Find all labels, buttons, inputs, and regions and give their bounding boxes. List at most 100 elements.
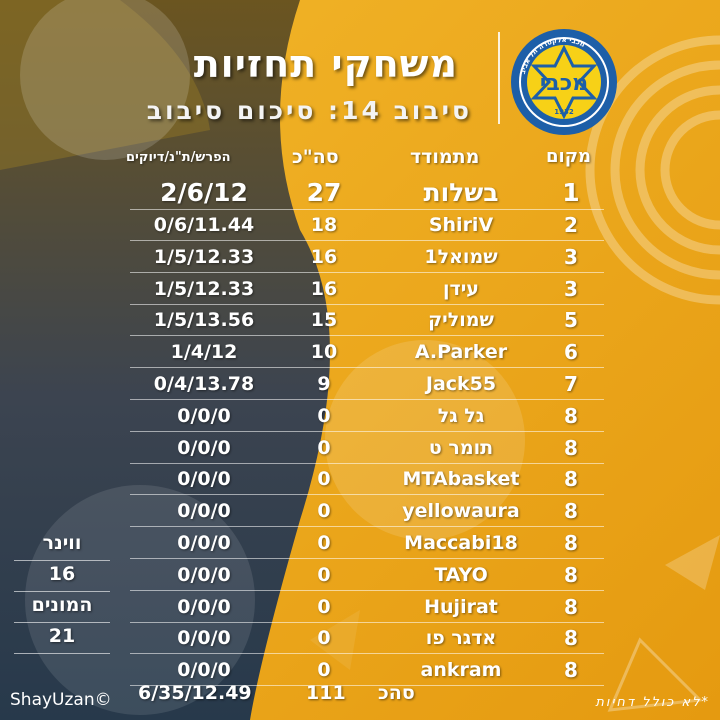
rank-cell: 8 bbox=[564, 626, 578, 651]
name-cell: עידן bbox=[443, 277, 479, 300]
page-subtitle: סיבוב 14: סיכום סיבוב bbox=[146, 96, 472, 125]
table-row: 8 Hujirat 0 0/0/0 bbox=[130, 591, 604, 623]
total-cell: 0 bbox=[317, 627, 331, 650]
title-divider bbox=[498, 32, 500, 124]
rank-cell: 8 bbox=[564, 467, 578, 492]
name-cell: yellowaura bbox=[402, 500, 520, 523]
credit: ShayUzan© bbox=[10, 690, 112, 710]
diff-cell: 0/6/11.44 bbox=[153, 214, 255, 236]
name-cell: MTAbasket bbox=[402, 468, 520, 491]
name-cell: גל גל bbox=[437, 404, 485, 427]
rank-cell: 3 bbox=[564, 244, 578, 269]
logo-letters: מכבי bbox=[540, 71, 588, 96]
table-row: 3 עידן 16 1/5/12.33 bbox=[130, 273, 604, 305]
diff-cell: 1/5/12.33 bbox=[153, 277, 255, 300]
rank-cell: 8 bbox=[564, 562, 578, 587]
table-row: 8 גל גל 0 0/0/0 bbox=[130, 400, 604, 432]
rank-cell: 1 bbox=[562, 178, 580, 207]
total-cell: 18 bbox=[310, 214, 338, 236]
table-row: 8 תומר ט 0 0/0/0 bbox=[130, 432, 604, 464]
side-divider bbox=[14, 591, 110, 592]
rank-cell: 8 bbox=[564, 531, 578, 555]
diff-cell: 1/5/13.56 bbox=[153, 309, 255, 332]
total-cell: 0 bbox=[317, 436, 331, 459]
table-row: 7 Jack55 9 0/4/13.78 bbox=[130, 368, 604, 400]
name-cell: ShiriV bbox=[428, 214, 494, 236]
total-cell: 27 bbox=[306, 178, 342, 207]
diff-cell: 2/6/12 bbox=[160, 178, 248, 207]
diff-cell: 0/4/13.78 bbox=[153, 373, 255, 395]
diff-cell: 0/0/0 bbox=[177, 595, 231, 618]
total-cell: 16 bbox=[310, 277, 338, 300]
rank-cell: 2 bbox=[564, 213, 578, 237]
diff-cell: 0/0/0 bbox=[177, 532, 231, 554]
total-cell: 0 bbox=[317, 468, 331, 491]
logo-year: 1932 bbox=[554, 108, 574, 116]
totals-label: סהכ bbox=[378, 682, 415, 704]
table-row: 2 ShiriV 18 0/6/11.44 bbox=[130, 209, 604, 241]
header-name: מתמודד bbox=[410, 146, 480, 168]
diff-cell: 0/0/0 bbox=[177, 404, 231, 427]
diff-cell: 0/0/0 bbox=[177, 500, 231, 523]
table-row: 5 שמוליק 15 1/5/13.56 bbox=[130, 304, 604, 337]
maccabi-logo: מכבי אלקטרה תל אביב מכבי 1932 bbox=[511, 29, 617, 135]
total-cell: 0 bbox=[317, 404, 331, 427]
table-row: 8 אדגר פו 0 0/0/0 bbox=[130, 622, 604, 655]
side-divider bbox=[14, 622, 110, 623]
rank-cell: 5 bbox=[564, 308, 578, 333]
rank-cell: 8 bbox=[564, 435, 578, 460]
name-cell: ankram bbox=[420, 659, 502, 682]
side-divider bbox=[14, 653, 110, 654]
winner-label: ווינר bbox=[42, 532, 82, 554]
rank-cell: 8 bbox=[564, 499, 578, 524]
page-title: משחקי תחזיות bbox=[193, 42, 458, 86]
count-value: 21 bbox=[48, 625, 76, 647]
rank-cell: 6 bbox=[564, 340, 578, 365]
rank-cell: 7 bbox=[564, 372, 578, 396]
total-cell: 10 bbox=[310, 341, 338, 364]
diff-cell: 0/0/0 bbox=[177, 468, 231, 491]
side-divider bbox=[14, 560, 110, 561]
diff-cell: 0/0/0 bbox=[177, 563, 231, 586]
header-total: סה"כ bbox=[292, 146, 339, 168]
table-row: 6 A.Parker 10 1/4/12 bbox=[130, 336, 604, 369]
name-cell: שמואל1 bbox=[424, 245, 498, 268]
name-cell: אדגר פו bbox=[425, 627, 497, 650]
table-row: 8 ankram 0 0/0/0 bbox=[130, 654, 604, 687]
name-cell: Maccabi18 bbox=[404, 532, 518, 554]
header-rank: מקום bbox=[546, 146, 591, 167]
diff-cell: 0/0/0 bbox=[177, 436, 231, 459]
name-cell: Jack55 bbox=[425, 373, 497, 395]
table-row: 1 בשלות 27 2/6/12 bbox=[130, 176, 604, 210]
diff-cell: 1/5/12.33 bbox=[153, 245, 255, 268]
total-cell: 9 bbox=[317, 373, 331, 395]
total-cell: 0 bbox=[317, 532, 331, 554]
total-cell: 0 bbox=[317, 500, 331, 523]
table-row: 8 yellowaura 0 0/0/0 bbox=[130, 495, 604, 528]
name-cell: TAYO bbox=[434, 563, 488, 586]
table-row: 8 MTAbasket 0 0/0/0 bbox=[130, 463, 604, 496]
name-cell: Hujirat bbox=[424, 595, 498, 618]
rank-cell: 3 bbox=[564, 276, 578, 301]
total-cell: 0 bbox=[317, 595, 331, 618]
total-cell: 0 bbox=[317, 563, 331, 586]
diff-cell: 1/4/12 bbox=[170, 341, 238, 364]
name-cell: שמוליק bbox=[428, 309, 494, 332]
totals-total: 111 bbox=[306, 682, 346, 704]
count-label: המונים bbox=[31, 594, 93, 616]
totals-diff: 6/35/12.49 bbox=[138, 682, 252, 704]
total-cell: 0 bbox=[317, 659, 331, 682]
total-cell: 16 bbox=[310, 245, 338, 268]
name-cell: בשלות bbox=[423, 178, 499, 207]
footnote: *לא כולל דחיות bbox=[595, 695, 710, 710]
table-row: 8 Maccabi18 0 0/0/0 bbox=[130, 527, 604, 559]
diff-cell: 0/0/0 bbox=[177, 627, 231, 650]
table-row: 8 TAYO 0 0/0/0 bbox=[130, 559, 604, 591]
diff-cell: 0/0/0 bbox=[177, 659, 231, 682]
name-cell: A.Parker bbox=[414, 341, 508, 364]
winner-value: 16 bbox=[48, 563, 76, 585]
name-cell: תומר ט bbox=[428, 436, 494, 459]
rank-cell: 8 bbox=[564, 658, 578, 683]
rank-cell: 8 bbox=[564, 594, 578, 619]
total-cell: 15 bbox=[310, 309, 338, 332]
